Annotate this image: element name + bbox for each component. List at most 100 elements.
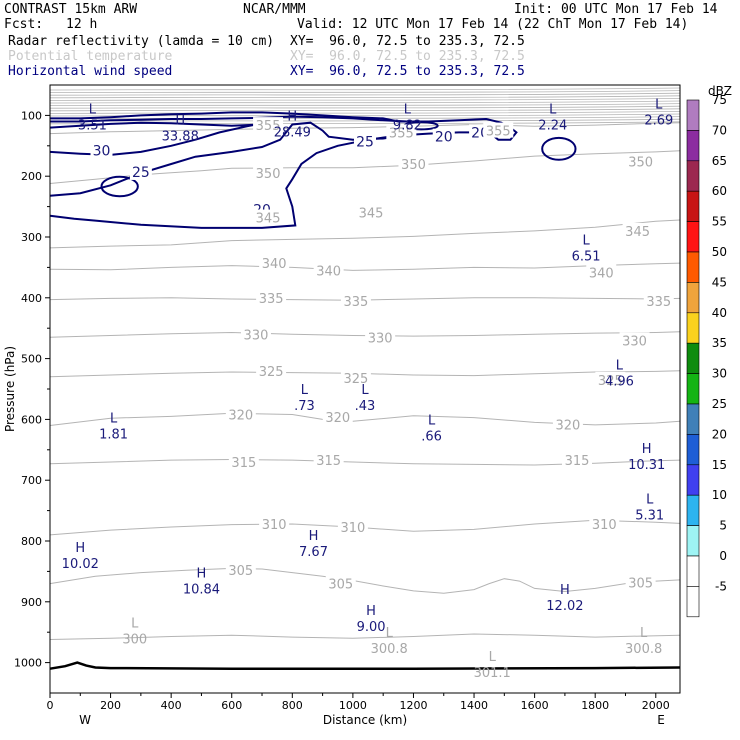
colorbar-swatch: [686, 160, 700, 192]
theta-label-bg: [325, 575, 356, 591]
extremum-value: 2.69: [644, 114, 673, 129]
theta-label-bg: [483, 122, 514, 138]
colorbar-unit: dBZ: [708, 84, 732, 98]
theta-contour-355: [49, 122, 681, 135]
theta-label-bg: [552, 416, 583, 432]
y-tick-label: 300: [21, 231, 42, 244]
colorbar-swatch: [686, 312, 700, 344]
theta-upper-line: [49, 100, 681, 104]
theta-label-bg: [586, 264, 617, 280]
theta-label-bg: [337, 519, 368, 535]
wind-label-bg: [432, 128, 455, 145]
theta-label-bg: [595, 371, 626, 387]
extremum-marker: L: [428, 413, 436, 428]
extremum-value: 2.24: [538, 119, 567, 134]
theta-contour-label: 340: [262, 257, 287, 272]
theta-contour-label: 325: [343, 372, 368, 387]
colorbar-label: 70: [712, 123, 727, 137]
y-tick-label: 200: [21, 170, 42, 183]
theta-upper-line: [49, 111, 681, 114]
theta-contour-label: 320: [228, 409, 253, 424]
theta-contour-label: 350: [401, 158, 426, 173]
theta-label-bg: [619, 332, 650, 348]
org-label: NCAR/MMM: [243, 2, 306, 17]
contour-labels: 3025202520203553553553503503503453453453…: [62, 98, 674, 681]
theta-contour-label: 355: [256, 119, 281, 134]
colorbar-swatch: [686, 130, 700, 162]
theta-contours: [49, 87, 681, 640]
theta-contour-label: 335: [343, 295, 368, 310]
extremum-value: 301.1: [474, 666, 511, 681]
theta-label-bg: [259, 515, 290, 531]
y-tick-label: 900: [21, 596, 42, 609]
forecast-hour: 12 h: [66, 17, 98, 32]
theta-label-bg: [259, 255, 290, 271]
theta-contour-label: 330: [244, 328, 269, 343]
theta-label-bg: [562, 452, 593, 468]
colorbar-label: 45: [712, 275, 727, 289]
extremum-marker: L: [110, 411, 118, 426]
theta-contour-label: 305: [328, 578, 353, 593]
colorbar-swatch: [686, 282, 700, 314]
extremum-marker: L: [89, 103, 97, 118]
field-name-reflectivity: Radar reflectivity (lamda = 10 cm): [8, 34, 275, 49]
colorbar-label: -5: [715, 579, 727, 593]
theta-contour-label: 345: [359, 207, 384, 222]
theta-contour-label: 325: [598, 374, 623, 389]
extremum-value: 5.31: [635, 508, 664, 523]
theta-contour-label: 355: [389, 126, 414, 141]
extremum-marker: L: [646, 492, 654, 507]
extremum-value: 9.00: [357, 620, 386, 635]
theta-contour-label: 320: [556, 418, 581, 433]
extremum-marker: L: [655, 98, 663, 113]
x-tick-label: 0: [47, 699, 54, 712]
theta-label-bg: [225, 406, 256, 422]
colorbar-swatch: [686, 99, 700, 131]
y-tick-label: 600: [21, 413, 42, 426]
extremum-value: .66: [421, 429, 442, 444]
theta-contour-label: 335: [259, 292, 284, 307]
extremum-marker: H: [309, 529, 319, 544]
colorbar-label: 50: [712, 245, 727, 259]
theta-contour-330: [49, 331, 681, 338]
theta-label-bg: [622, 222, 653, 238]
theta-upper-line: [49, 98, 681, 101]
extremum-value: 300.8: [625, 642, 662, 657]
theta-label-bg: [589, 515, 620, 531]
x-tick-label: 1400: [460, 699, 488, 712]
y-tick-label: 100: [21, 109, 42, 122]
valid-time: Valid: 12 UTC Mon 17 Feb 14 (22 ChT Mon …: [297, 17, 689, 32]
wind-ring-2: [541, 136, 577, 161]
extremum-marker: L: [582, 233, 590, 248]
extremum-marker: L: [301, 383, 309, 398]
colorbar-label: 15: [712, 458, 727, 472]
theta-contour-label: 350: [256, 167, 281, 182]
colorbar-swatch: [686, 494, 700, 526]
colorbar-swatch: [686, 555, 700, 587]
theta-upper-line: [49, 103, 681, 106]
east-label: E: [657, 713, 665, 727]
extremum-marker: H: [75, 541, 85, 556]
theta-contour-335: [49, 297, 681, 301]
x-tick-label: 1600: [521, 699, 549, 712]
extremum-marker: L: [640, 626, 648, 641]
wind-contour-label: 30: [93, 144, 111, 160]
theta-upper-line: [49, 92, 681, 96]
field-name-wind: Horizontal wind speed: [8, 64, 173, 79]
theta-upper-line: [49, 95, 681, 99]
theta-label-bg: [625, 574, 656, 590]
x-tick-label: 600: [221, 699, 242, 712]
colorbar-label: 0: [719, 549, 727, 563]
extremum-value: 28.49: [274, 125, 311, 140]
extremum-value: 3.51: [78, 119, 107, 134]
extremum-marker: L: [489, 650, 497, 665]
wind-ring-0: [100, 175, 139, 198]
colorbar-label: 30: [712, 367, 727, 381]
theta-upper-line: [49, 108, 681, 112]
field-xy-theta: XY= 96.0, 72.5 to 235.3, 72.5: [290, 49, 525, 64]
theta-contour-label: 340: [316, 264, 341, 279]
extremum-marker: H: [560, 583, 570, 598]
axes: 0 200 400 600 800 1000 1200 1400 1600 1800 2000 100…: [3, 109, 670, 727]
theta-label-bg: [253, 209, 284, 225]
